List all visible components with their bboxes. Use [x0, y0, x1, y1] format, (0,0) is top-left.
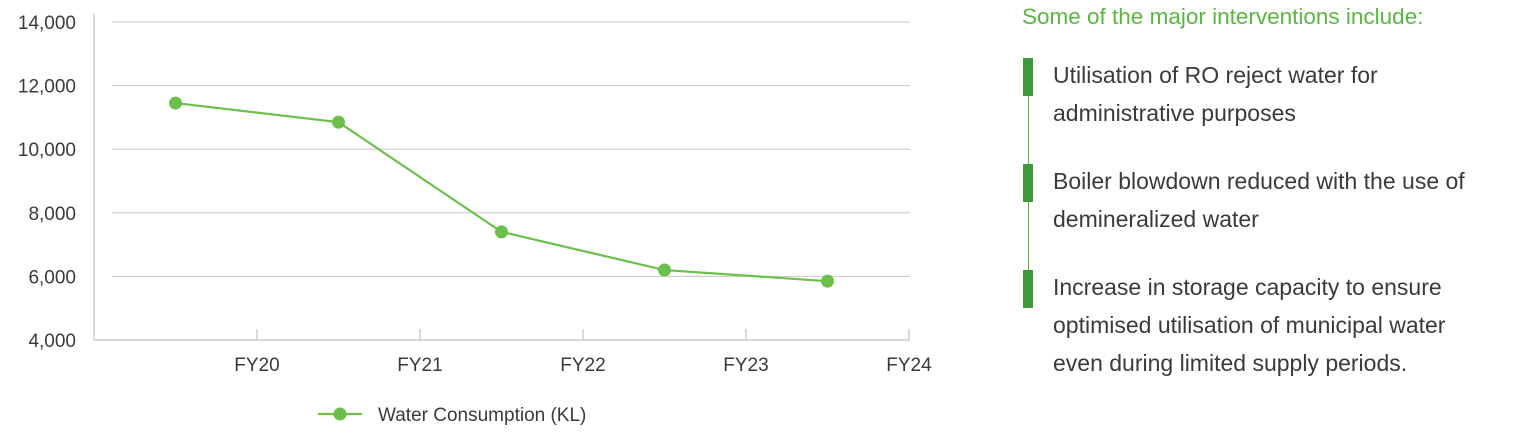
x-tick-label: FY23	[723, 355, 768, 376]
interventions-title: Some of the major interventions include:	[1022, 4, 1424, 29]
x-tick-label: FY22	[560, 355, 605, 376]
data-point	[495, 225, 508, 239]
intervention-text: Increase in storage capacity to ensure o…	[1053, 274, 1446, 376]
series-line	[175, 101, 828, 283]
y-tick-label: 8,000	[28, 204, 76, 225]
legend-marker	[333, 407, 347, 421]
y-axis-tick-labels: 4,000 6,000 8,000 10,000 12,000 14,000	[18, 13, 76, 352]
data-point	[821, 274, 834, 288]
legend: Water Consumption (KL)	[318, 405, 586, 426]
intervention-text: Boiler blowdown reduced with the use of …	[1053, 168, 1465, 232]
intervention-text: Utilisation of RO reject water for admin…	[1053, 62, 1378, 126]
x-tick-label: FY21	[397, 355, 442, 376]
x-axis: FY20 FY21 FY22 FY23 FY24	[93, 14, 932, 376]
data-point	[169, 96, 182, 110]
bullet-marker	[1023, 58, 1033, 96]
y-tick-label: 12,000	[18, 77, 76, 98]
bullet-marker	[1023, 270, 1033, 308]
interventions-panel: Some of the major interventions include:…	[1022, 0, 1535, 437]
data-point	[332, 115, 345, 129]
y-tick-label: 14,000	[18, 13, 76, 34]
x-tick-label: FY24	[886, 355, 932, 376]
y-tick-label: 10,000	[18, 140, 76, 161]
series-line-layer	[169, 96, 834, 288]
data-point	[658, 263, 671, 277]
grid-lines	[112, 21, 910, 277]
bullet-marker	[1023, 164, 1033, 202]
x-tick-label: FY20	[234, 355, 279, 376]
y-tick-label: 6,000	[28, 267, 76, 288]
legend-label: Water Consumption (KL)	[378, 405, 586, 426]
y-tick-label: 4,000	[28, 331, 76, 352]
